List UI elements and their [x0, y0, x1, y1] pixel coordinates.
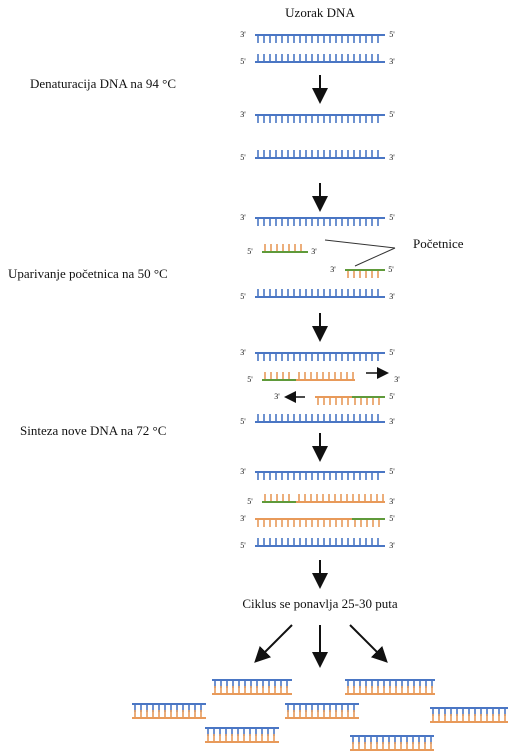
strand-end-label: 3'	[240, 348, 246, 357]
primer-pointer	[324, 239, 396, 267]
strand-end-label: 3'	[274, 392, 280, 401]
strand-end-label: 5'	[247, 497, 253, 506]
strand-end-label: 5'	[389, 467, 395, 476]
step-label: Denaturacija DNA na 94 °C	[30, 76, 176, 91]
strand-end-label: 5'	[240, 57, 246, 66]
strands: 3' 5'5' 3'3' 5'5' 3'3' 5'5' 3'3' 5'5' 3'3' 5'5' 3'…	[132, 30, 508, 751]
strand-end-label: 5'	[389, 348, 395, 357]
strand-end-label: 5'	[389, 110, 395, 119]
strand-end-label: 3'	[389, 417, 395, 426]
strand-end-label: 3'	[389, 292, 395, 301]
strand-end-label: 3'	[240, 110, 246, 119]
strand-end-label: 5'	[240, 153, 246, 162]
strand-end-label: 3'	[389, 57, 395, 66]
strand-end-label: 3'	[240, 213, 246, 222]
strand-end-label: 3'	[240, 467, 246, 476]
strand-end-label: 5'	[389, 514, 395, 523]
strand-end-label: 3'	[389, 153, 395, 162]
arrows	[254, 75, 389, 668]
cycle-label: Ciklus se ponavlja 25-30 puta	[242, 596, 397, 611]
strand-end-label: 5'	[389, 392, 395, 401]
strand-end-label: 5'	[240, 541, 246, 550]
strand-end-label: 5'	[240, 417, 246, 426]
primer-label: Početnice	[413, 236, 464, 251]
strand-end-label: 3'	[389, 497, 395, 506]
strand-end-label: 5'	[389, 213, 395, 222]
strand-end-label: 5'	[247, 375, 253, 384]
strand-end-label: 5'	[240, 292, 246, 301]
step-label: Sinteza nove DNA na 72 °C	[20, 423, 166, 438]
strand-end-label: 3'	[394, 375, 400, 384]
strand-end-label: 3'	[330, 265, 336, 274]
strand-end-label: 5'	[388, 265, 394, 274]
strand-end-label: 3'	[389, 541, 395, 550]
strand-end-label: 3'	[240, 30, 246, 39]
strand-end-label: 3'	[240, 514, 246, 523]
step-label: Uparivanje početnica na 50 °C	[8, 266, 168, 281]
title: Uzorak DNA	[285, 5, 355, 20]
strand-end-label: 5'	[389, 30, 395, 39]
strand-end-label: 5'	[247, 247, 253, 256]
strand-end-label: 3'	[311, 247, 317, 256]
